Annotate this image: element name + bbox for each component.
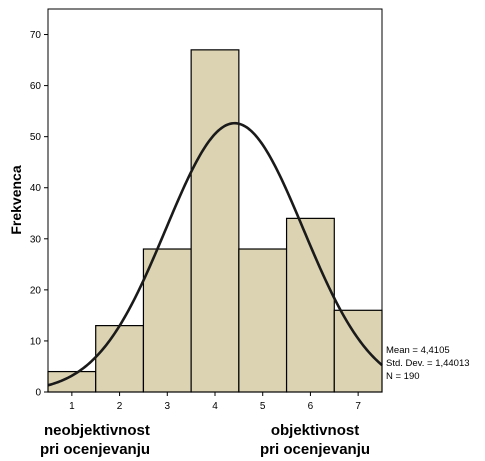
bar-7 [333, 309, 383, 393]
y-tick-label: 30 [30, 234, 42, 245]
y-tick-label: 20 [30, 285, 42, 296]
normal-curve [47, 121, 383, 387]
stat-n: N = 190 [386, 371, 420, 382]
stat-std-dev: Std. Dev. = 1,44013 [386, 358, 470, 369]
x-tick-label: 2 [117, 401, 123, 412]
x-tick-label: 5 [260, 401, 266, 412]
right-annotation-line2: pri ocenjevanju [260, 441, 371, 458]
x-tick-label: 4 [212, 401, 218, 412]
bar-4 [190, 49, 240, 393]
bar-3 [142, 248, 192, 393]
x-axis: 1 2 3 4 5 6 7 [69, 392, 361, 412]
y-tick-label: 70 [30, 30, 42, 41]
y-axis: 0 10 20 30 40 50 60 70 [30, 30, 48, 399]
x-tick-label: 1 [69, 401, 75, 412]
y-axis-title: Frekvenca [8, 165, 24, 234]
y-tick-label: 40 [30, 183, 42, 194]
y-tick-label: 60 [30, 81, 42, 92]
y-tick-label: 10 [30, 336, 42, 347]
left-annotation-line2: pri ocenjevanju [40, 441, 151, 458]
left-annotation: neobjektivnost pri ocenjevanju [40, 421, 150, 459]
y-tick-label: 50 [30, 132, 42, 143]
x-tick-label: 7 [355, 401, 361, 412]
bars-group [47, 49, 383, 393]
right-annotation: objektivnost pri ocenjevanju [260, 421, 370, 459]
right-annotation-line1: objektivnost [270, 422, 360, 439]
left-annotation-line1: neobjektivnost [44, 422, 150, 439]
bar-2 [95, 325, 145, 393]
stat-mean: Mean = 4,4105 [386, 345, 450, 356]
x-tick-label: 3 [165, 401, 171, 412]
y-tick-label: 0 [35, 388, 41, 399]
x-tick-label: 6 [308, 401, 314, 412]
bar-5 [238, 248, 288, 393]
